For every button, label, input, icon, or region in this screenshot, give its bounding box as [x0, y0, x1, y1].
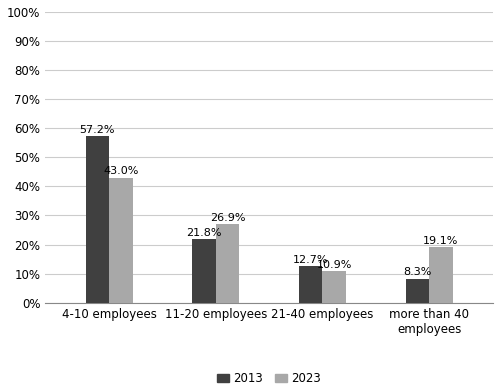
- Bar: [429, 247, 452, 303]
- Text: 19.1%: 19.1%: [423, 236, 458, 246]
- Text: 43.0%: 43.0%: [103, 166, 138, 177]
- Bar: [192, 239, 216, 303]
- Text: 10.9%: 10.9%: [316, 260, 352, 270]
- Legend: 2013, 2023: 2013, 2023: [212, 367, 326, 388]
- Bar: [322, 271, 346, 303]
- Text: 8.3%: 8.3%: [403, 267, 432, 277]
- Text: 21.8%: 21.8%: [186, 228, 222, 238]
- Bar: [299, 266, 322, 303]
- Bar: [86, 136, 109, 303]
- Text: 57.2%: 57.2%: [80, 125, 115, 135]
- Text: 26.9%: 26.9%: [210, 213, 246, 223]
- Bar: [406, 279, 429, 303]
- Text: 12.7%: 12.7%: [293, 255, 328, 265]
- Bar: [216, 224, 240, 303]
- Bar: [109, 178, 132, 303]
